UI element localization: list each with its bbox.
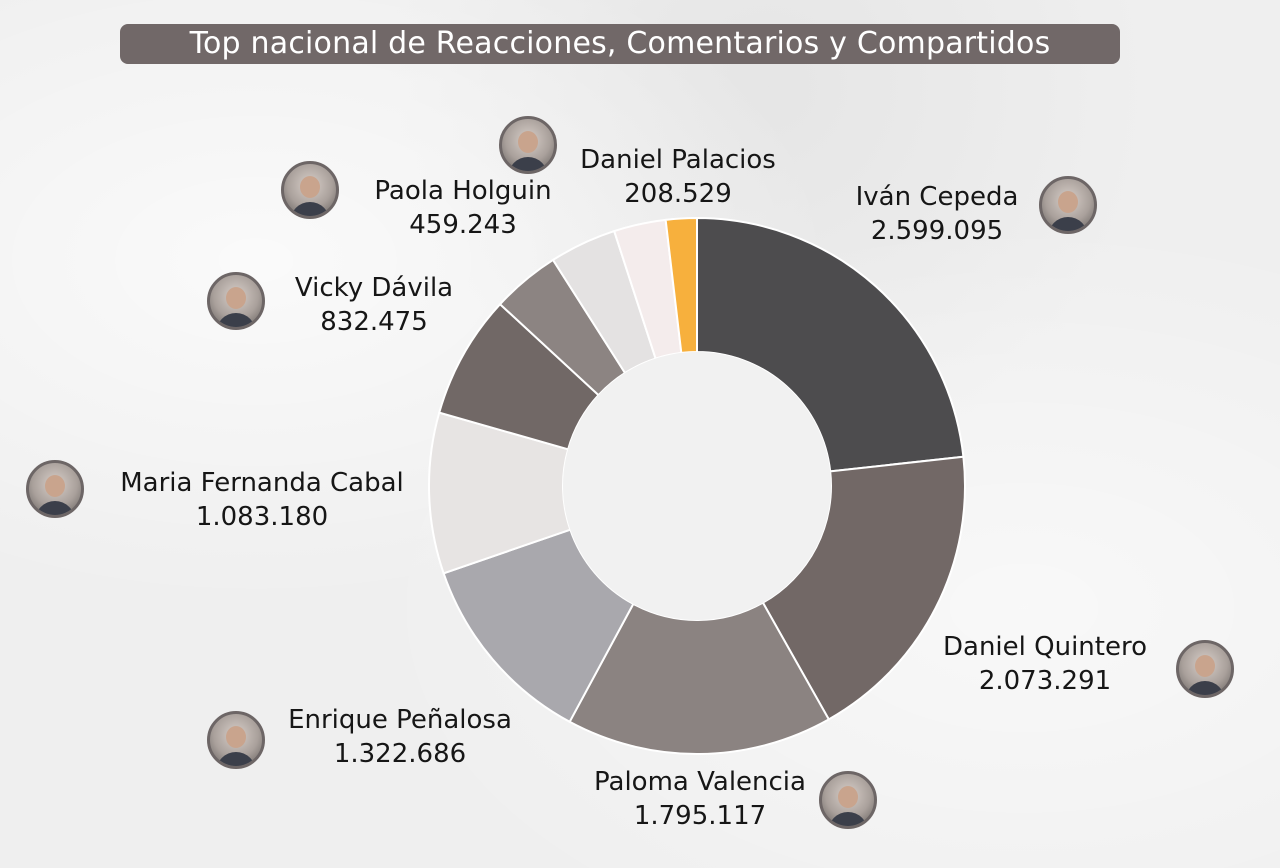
slice-label-name: Enrique Peñalosa xyxy=(288,705,512,735)
avatar-ivan-cepeda xyxy=(1039,176,1097,234)
avatar-enrique-penalosa xyxy=(207,711,265,769)
label-ivan-cepeda: Iván Cepeda 2.599.095 xyxy=(767,180,1107,248)
label-enrique-penalosa: Enrique Peñalosa 1.322.686 xyxy=(230,703,570,771)
avatar-paola-holguin xyxy=(281,161,339,219)
slice-label-value: 459.243 xyxy=(409,210,517,240)
slice-label-name: Daniel Quintero xyxy=(942,632,1147,662)
slice-label-value: 2.073.291 xyxy=(978,666,1112,696)
avatar-maria-fernanda-cabal xyxy=(26,460,84,518)
avatar-paloma-valencia xyxy=(819,771,877,829)
slice-label-value: 208.529 xyxy=(624,179,732,209)
donut-hole xyxy=(563,352,831,620)
label-vicky-davila: Vicky Dávila 832.475 xyxy=(204,271,544,339)
slice-label-value: 2.599.095 xyxy=(870,216,1004,246)
label-daniel-quintero: Daniel Quintero 2.073.291 xyxy=(875,630,1215,698)
slice-label-value: 1.795.117 xyxy=(633,801,767,831)
label-paola-holguin: Paola Holguin 459.243 xyxy=(293,174,633,242)
slice-label-value: 1.322.686 xyxy=(333,739,467,769)
label-maria-fernanda-cabal: Maria Fernanda Cabal 1.083.180 xyxy=(92,466,432,534)
slice-label-name: Daniel Palacios xyxy=(580,145,776,175)
avatar-daniel-palacios xyxy=(499,116,557,174)
label-paloma-valencia: Paloma Valencia 1.795.117 xyxy=(530,765,870,833)
label-daniel-palacios: Daniel Palacios 208.529 xyxy=(508,143,848,211)
slice-label-name: Maria Fernanda Cabal xyxy=(120,468,404,498)
slice-label-name: Paloma Valencia xyxy=(594,767,806,797)
slice-label-name: Iván Cepeda xyxy=(855,182,1019,212)
avatar-daniel-quintero xyxy=(1176,640,1234,698)
slice-label-value: 832.475 xyxy=(320,307,428,337)
chart-title: Top nacional de Reacciones, Comentarios … xyxy=(120,24,1120,64)
slice-label-name: Paola Holguin xyxy=(374,176,552,206)
avatar-vicky-davila xyxy=(207,272,265,330)
slice-label-value: 1.083.180 xyxy=(195,502,329,532)
slice-label-name: Vicky Dávila xyxy=(294,273,454,303)
